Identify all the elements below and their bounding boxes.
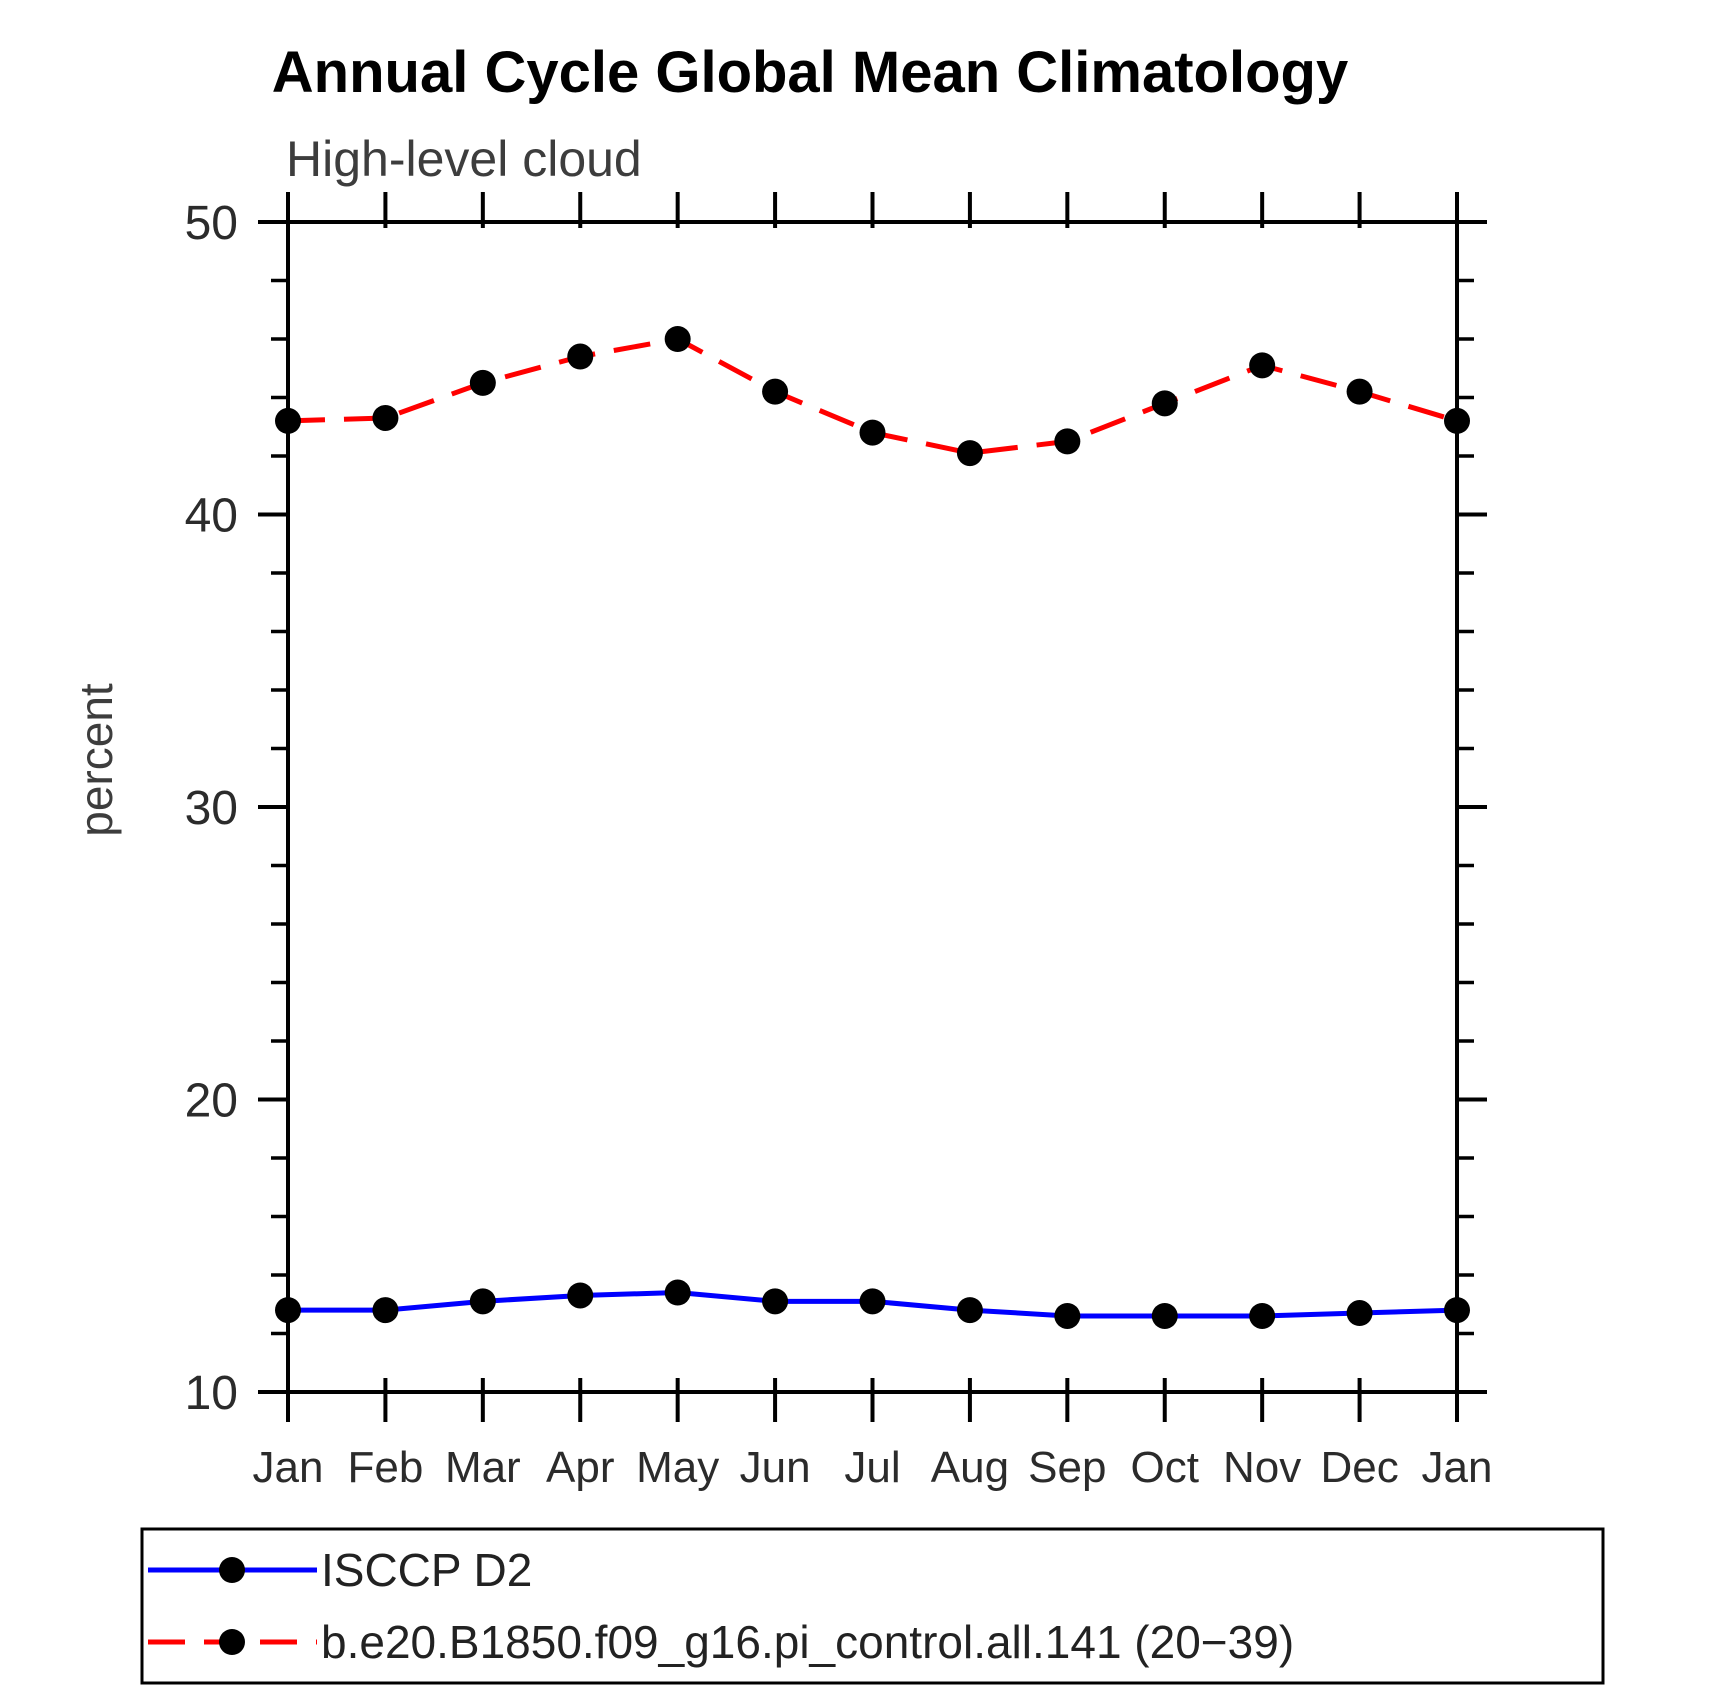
- data-point: [762, 378, 789, 405]
- plot-frame: [286, 220, 1459, 1394]
- chart-subtitle: High-level cloud: [286, 131, 642, 187]
- month-label: Aug: [931, 1443, 1009, 1492]
- legend-rows: ISCCP D2 b.e20.B1850.f09_g16.pi_control.a…: [148, 1544, 1294, 1668]
- data-point: [1346, 378, 1373, 405]
- y-axis-ticks: 10 20 30 40 50: [185, 197, 1487, 1420]
- y-tick-label: 40: [185, 490, 238, 543]
- data-point: [469, 1288, 496, 1315]
- data-point: [956, 1297, 983, 1324]
- month-label: Dec: [1320, 1443, 1398, 1492]
- month-label: May: [636, 1443, 719, 1492]
- data-point: [664, 326, 691, 352]
- data-point: [1444, 1297, 1470, 1324]
- data-point: [469, 369, 496, 396]
- legend-marker-dot: [219, 1629, 245, 1655]
- data-point: [275, 1297, 301, 1324]
- data-point: [372, 404, 399, 431]
- y-tick-label: 20: [185, 1075, 238, 1128]
- data-point: [762, 1288, 789, 1315]
- month-label: Jan: [1422, 1443, 1493, 1492]
- data-point: [859, 1288, 886, 1315]
- month-label: Jan: [253, 1443, 324, 1492]
- month-label: Mar: [445, 1443, 521, 1492]
- month-label: Jun: [740, 1443, 811, 1492]
- x-axis-ticks: Jan Feb Mar Apr May Jun Jul Aug Sep Oct Nov Dec Jan: [253, 192, 1493, 1492]
- y-tick-label: 30: [185, 782, 238, 835]
- y-tick-label: 50: [185, 197, 238, 250]
- data-point: [1249, 352, 1276, 379]
- data-point: [372, 1297, 399, 1324]
- y-axis-title: percent: [70, 683, 122, 837]
- data-point: [1054, 1302, 1081, 1329]
- month-label: Jul: [844, 1443, 900, 1492]
- data-point: [567, 343, 594, 370]
- y-tick-label: 10: [185, 1367, 238, 1420]
- month-label: Apr: [546, 1443, 614, 1492]
- data-point: [956, 440, 983, 467]
- legend: ISCCP D2 b.e20.B1850.f09_g16.pi_control.a…: [140, 1527, 1605, 1685]
- legend-label: ISCCP D2: [321, 1544, 532, 1596]
- legend-marker-dot: [219, 1557, 245, 1583]
- data-point: [1151, 390, 1178, 417]
- data-point: [1249, 1302, 1276, 1329]
- data-point: [1444, 407, 1470, 434]
- month-label: Feb: [348, 1443, 424, 1492]
- data-point: [1054, 428, 1081, 455]
- month-label: Sep: [1028, 1443, 1106, 1492]
- chart-title: Annual Cycle Global Mean Climatology: [272, 40, 1348, 105]
- data-point: [1346, 1300, 1373, 1327]
- data-point: [567, 1282, 594, 1309]
- data-point: [859, 419, 886, 446]
- data-point: [664, 1279, 691, 1306]
- legend-row: ISCCP D2: [148, 1544, 532, 1596]
- data-series: [275, 326, 1470, 1329]
- legend-label: b.e20.B1850.f09_g16.pi_control.all.141 (…: [321, 1616, 1294, 1668]
- data-point: [275, 407, 301, 434]
- legend-row: b.e20.B1850.f09_g16.pi_control.all.141 (…: [148, 1616, 1294, 1668]
- month-label: Nov: [1223, 1443, 1301, 1492]
- month-label: Oct: [1131, 1443, 1199, 1492]
- data-point: [1151, 1302, 1178, 1329]
- legend-box: [140, 1527, 1605, 1685]
